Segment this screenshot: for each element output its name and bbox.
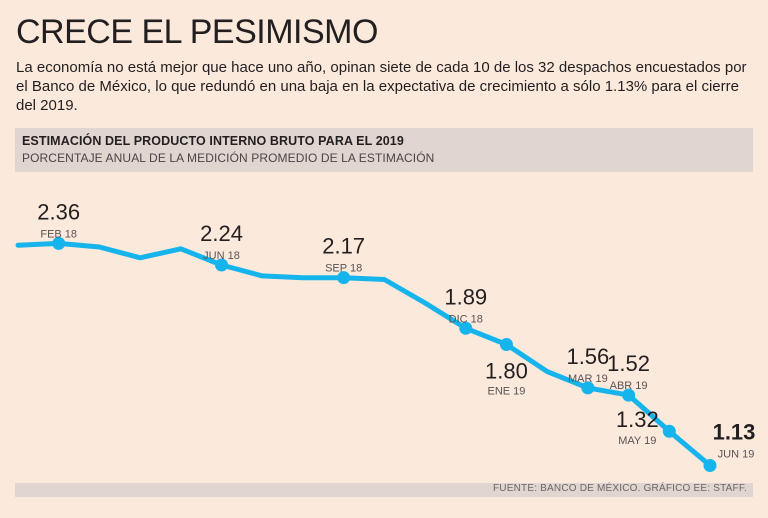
data-label-date: JUN 19 bbox=[718, 449, 755, 461]
data-label-date: SEP 18 bbox=[325, 263, 362, 275]
series-line bbox=[15, 240, 713, 468]
data-point bbox=[337, 271, 351, 285]
source-bar: FUENTE: BANCO DE MÉXICO. GRÁFICO EE: STA… bbox=[15, 483, 753, 497]
data-point bbox=[703, 459, 717, 473]
data-label-value: 1.13 bbox=[713, 420, 756, 445]
data-label-date: MAY 19 bbox=[618, 435, 656, 447]
data-point bbox=[499, 338, 513, 352]
data-label-date: JUN 18 bbox=[203, 250, 240, 262]
data-label-date: DIC 18 bbox=[449, 313, 483, 325]
data-label-value: 2.24 bbox=[200, 221, 243, 246]
data-label-value: 1.80 bbox=[485, 359, 528, 384]
chart-subtitle: PORCENTAJE ANUAL DE LA MEDICIÓN PROMEDIO… bbox=[22, 151, 435, 165]
chart-title: ESTIMACIÓN DEL PRODUCTO INTERNO BRUTO PA… bbox=[22, 134, 404, 148]
source-text: FUENTE: BANCO DE MÉXICO. GRÁFICO EE: STA… bbox=[493, 483, 747, 494]
data-point bbox=[215, 258, 229, 272]
data-label-value: 2.36 bbox=[37, 199, 80, 224]
data-label-value: 1.56 bbox=[566, 344, 609, 369]
intro-text: La economía no está mejor que hace uno a… bbox=[16, 59, 747, 114]
data-label-date: ABR 19 bbox=[610, 380, 648, 392]
data-point bbox=[459, 321, 473, 335]
data-point bbox=[52, 236, 66, 250]
data-label-value: 1.89 bbox=[444, 284, 487, 309]
data-label-date: MAR 19 bbox=[568, 373, 608, 385]
data-label-value: 1.32 bbox=[616, 407, 659, 432]
data-point bbox=[622, 388, 636, 402]
chart-header: ESTIMACIÓN DEL PRODUCTO INTERNO BRUTO PA… bbox=[15, 128, 753, 172]
data-label-value: 2.17 bbox=[322, 234, 365, 259]
data-label-date: ENE 19 bbox=[488, 386, 526, 398]
data-point bbox=[662, 424, 676, 438]
data-label-value: 1.52 bbox=[607, 351, 650, 376]
data-point bbox=[581, 381, 595, 395]
page-title: CRECE EL PESIMISMO bbox=[16, 13, 378, 51]
data-label-date: FEB 18 bbox=[40, 228, 77, 240]
